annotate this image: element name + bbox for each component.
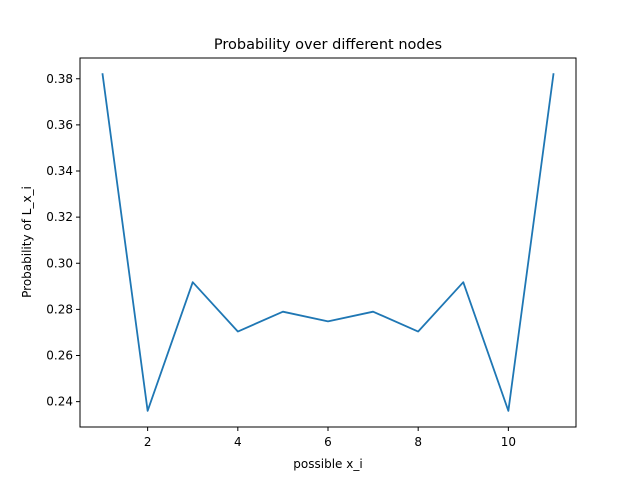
x-axis-label: possible x_i xyxy=(293,457,362,471)
y-tick-label: 0.36 xyxy=(46,118,73,132)
x-tick-label: 2 xyxy=(144,435,152,449)
plot-area xyxy=(101,73,555,412)
x-tick-label: 10 xyxy=(501,435,516,449)
chart-title: Probability over different nodes xyxy=(214,37,442,53)
y-tick-label: 0.38 xyxy=(46,72,73,86)
y-tick-label: 0.24 xyxy=(46,395,73,409)
plot-frame xyxy=(79,57,577,428)
y-tick-label: 0.26 xyxy=(46,349,73,363)
y-tick-label: 0.28 xyxy=(46,302,73,316)
axis-ticks: 2 4 6 8 10 0.24 0.26 0.28 0.30 0.32 0.34 0.36 0.38 xyxy=(46,72,516,449)
x-tick-label: 6 xyxy=(324,435,332,449)
x-tick-label: 4 xyxy=(234,435,242,449)
series-line xyxy=(101,73,555,412)
y-tick-label: 0.34 xyxy=(46,164,73,178)
y-tick-label: 0.30 xyxy=(46,256,73,270)
x-tick-label: 8 xyxy=(414,435,422,449)
y-axis-label: Probability of L_x_i xyxy=(20,186,34,298)
y-tick-label: 0.32 xyxy=(46,210,73,224)
